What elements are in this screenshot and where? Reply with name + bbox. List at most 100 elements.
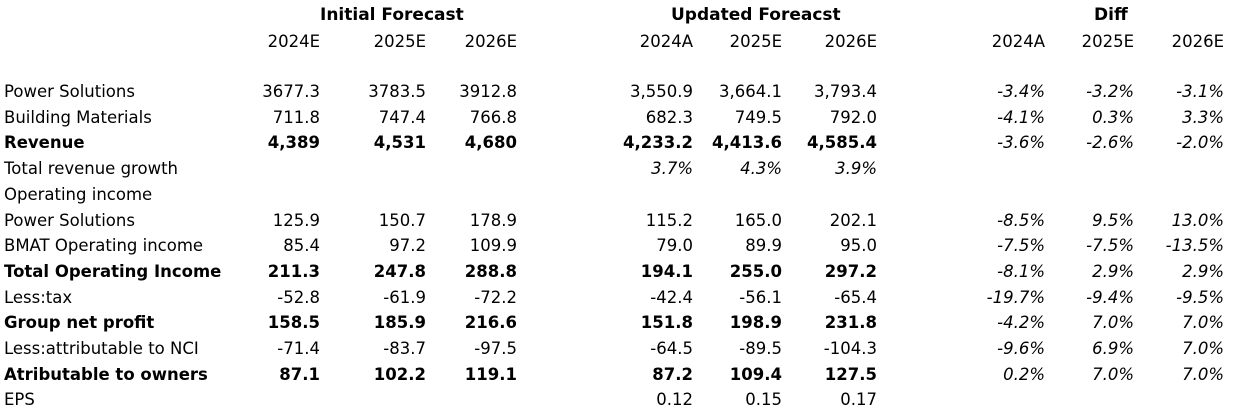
updated-forecast-cell: 0.12 xyxy=(656,390,693,409)
row-label: Less:attributable to NCI xyxy=(4,339,199,358)
year-header-diff: 2026E xyxy=(1171,32,1224,51)
updated-forecast-cell: 4,413.6 xyxy=(712,133,782,152)
updated-forecast-cell: 89.9 xyxy=(745,236,782,255)
year-header-initial: 2026E xyxy=(464,32,517,51)
diff-cell: 7.0% xyxy=(1182,339,1224,358)
diff-cell: -4.1% xyxy=(997,108,1045,127)
updated-forecast-cell: -89.5 xyxy=(739,339,782,358)
initial-forecast-cell: 178.9 xyxy=(469,211,517,230)
diff-cell: 7.0% xyxy=(1092,313,1134,332)
initial-forecast-cell: 288.8 xyxy=(464,262,517,281)
updated-forecast-cell: 682.3 xyxy=(645,108,693,127)
updated-forecast-cell: 4.3% xyxy=(740,159,782,178)
updated-forecast-cell: 198.9 xyxy=(729,313,782,332)
initial-forecast-cell: 3677.3 xyxy=(262,82,320,101)
updated-forecast-cell: 255.0 xyxy=(729,262,782,281)
diff-cell: -9.5% xyxy=(1176,288,1224,307)
header-updated-forecast: Updated Foreacst xyxy=(671,5,841,25)
diff-cell: -7.5% xyxy=(1086,236,1134,255)
updated-forecast-cell: 87.2 xyxy=(652,365,693,384)
diff-cell: -2.6% xyxy=(1086,133,1134,152)
initial-forecast-cell: 766.8 xyxy=(469,108,517,127)
initial-forecast-cell: 125.9 xyxy=(272,211,320,230)
diff-cell: 3.3% xyxy=(1182,108,1224,127)
diff-cell: -2.0% xyxy=(1176,133,1224,152)
updated-forecast-cell: 95.0 xyxy=(840,236,877,255)
diff-cell: 2.9% xyxy=(1182,262,1224,281)
diff-cell: -3.1% xyxy=(1176,82,1224,101)
initial-forecast-cell: 4,680 xyxy=(464,133,517,152)
initial-forecast-cell: 3783.5 xyxy=(368,82,426,101)
initial-forecast-cell: 150.7 xyxy=(378,211,426,230)
initial-forecast-cell: -72.2 xyxy=(474,288,517,307)
initial-forecast-cell: 109.9 xyxy=(469,236,517,255)
updated-forecast-cell: 3,793.4 xyxy=(814,82,877,101)
updated-forecast-cell: 109.4 xyxy=(729,365,782,384)
diff-cell: -3.6% xyxy=(997,133,1045,152)
year-header-updated: 2026E xyxy=(824,32,877,51)
diff-cell: -9.4% xyxy=(1086,288,1134,307)
updated-forecast-cell: 3.9% xyxy=(835,159,877,178)
header-diff: Diff xyxy=(1094,5,1128,25)
diff-cell: -13.5% xyxy=(1165,236,1224,255)
diff-cell: 7.0% xyxy=(1182,365,1224,384)
diff-cell: -3.2% xyxy=(1086,82,1134,101)
updated-forecast-cell: 3,550.9 xyxy=(630,82,693,101)
updated-forecast-cell: 3,664.1 xyxy=(719,82,782,101)
updated-forecast-cell: -104.3 xyxy=(823,339,877,358)
row-label: Group net profit xyxy=(4,313,155,332)
year-header-initial: 2025E xyxy=(373,32,426,51)
diff-cell: -8.1% xyxy=(997,262,1045,281)
updated-forecast-cell: 0.17 xyxy=(840,390,877,409)
initial-forecast-cell: 85.4 xyxy=(283,236,320,255)
initial-forecast-cell: 158.5 xyxy=(267,313,320,332)
initial-forecast-cell: 119.1 xyxy=(464,365,517,384)
initial-forecast-cell: -52.8 xyxy=(277,288,320,307)
updated-forecast-cell: 202.1 xyxy=(829,211,877,230)
updated-forecast-cell: 127.5 xyxy=(824,365,877,384)
diff-cell: -3.4% xyxy=(997,82,1045,101)
header-initial-forecast: Initial Forecast xyxy=(320,5,464,25)
updated-forecast-cell: 4,585.4 xyxy=(807,133,877,152)
initial-forecast-cell: -83.7 xyxy=(383,339,426,358)
diff-cell: -9.6% xyxy=(997,339,1045,358)
row-label: EPS xyxy=(4,390,35,409)
initial-forecast-cell: -71.4 xyxy=(277,339,320,358)
initial-forecast-cell: 4,531 xyxy=(373,133,426,152)
year-header-updated: 2024A xyxy=(639,32,693,51)
row-label: Building Materials xyxy=(4,108,152,127)
initial-forecast-cell: 4,389 xyxy=(267,133,320,152)
updated-forecast-cell: -65.4 xyxy=(834,288,877,307)
diff-cell: -19.7% xyxy=(986,288,1045,307)
initial-forecast-cell: 747.4 xyxy=(378,108,426,127)
initial-forecast-cell: -61.9 xyxy=(383,288,426,307)
initial-forecast-cell: 247.8 xyxy=(373,262,426,281)
updated-forecast-cell: 165.0 xyxy=(734,211,782,230)
row-label: Power Solutions xyxy=(4,211,135,230)
diff-cell: 9.5% xyxy=(1092,211,1134,230)
updated-forecast-cell: 151.8 xyxy=(640,313,693,332)
diff-cell: 6.9% xyxy=(1092,339,1134,358)
updated-forecast-cell: 115.2 xyxy=(645,211,693,230)
diff-cell: -8.5% xyxy=(997,211,1045,230)
updated-forecast-cell: 792.0 xyxy=(829,108,877,127)
initial-forecast-cell: 102.2 xyxy=(373,365,426,384)
updated-forecast-cell: 0.15 xyxy=(745,390,782,409)
diff-cell: -4.2% xyxy=(997,313,1045,332)
diff-cell: 13.0% xyxy=(1171,211,1224,230)
year-header-diff: 2024A xyxy=(991,32,1045,51)
diff-cell: 0.2% xyxy=(1003,365,1045,384)
updated-forecast-cell: -56.1 xyxy=(739,288,782,307)
updated-forecast-cell: 4,233.2 xyxy=(623,133,693,152)
row-label: BMAT Operating income xyxy=(4,236,204,255)
year-header-initial: 2024E xyxy=(267,32,320,51)
initial-forecast-cell: 97.2 xyxy=(389,236,426,255)
initial-forecast-cell: 3912.8 xyxy=(459,82,517,101)
updated-forecast-cell: -42.4 xyxy=(650,288,693,307)
diff-cell: 0.3% xyxy=(1092,108,1134,127)
year-header-diff: 2025E xyxy=(1081,32,1134,51)
row-label: Atributable to owners xyxy=(4,365,208,384)
row-label: Less:tax xyxy=(4,288,73,307)
row-label: Total revenue growth xyxy=(4,159,178,178)
